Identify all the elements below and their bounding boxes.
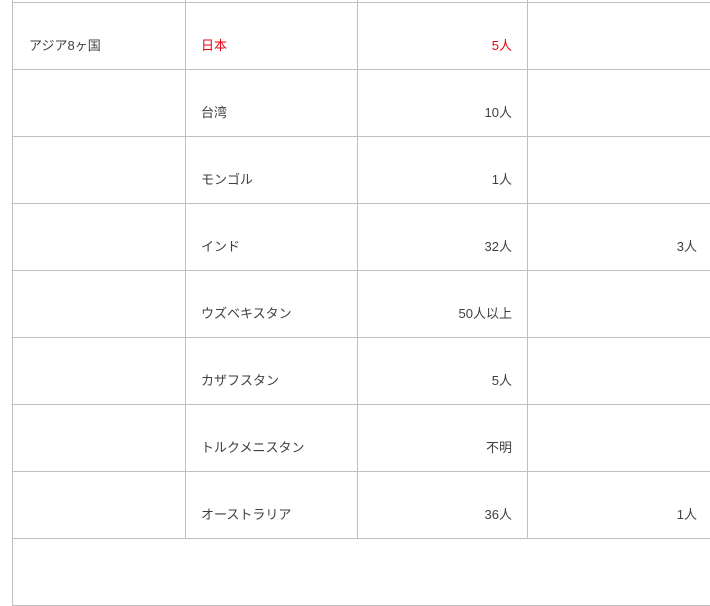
country-text: トルクメニスタン — [201, 439, 305, 455]
country-cell: インド — [186, 204, 358, 270]
count-text: 不明 — [485, 439, 512, 455]
country-text: 台湾 — [201, 104, 228, 120]
count-text: 1人 — [491, 171, 512, 187]
count-cell: 50人以上 — [358, 271, 528, 337]
count-text: 10人 — [484, 104, 512, 120]
country-text: オーストラリア — [201, 506, 292, 522]
table-row: オーストラリア 36人 1人 — [13, 472, 710, 539]
group-cell — [13, 0, 186, 2]
note-cell — [528, 70, 710, 136]
table-row: アジア8ヶ国 日本 5人 — [13, 3, 710, 70]
country-cell: モンゴル — [186, 137, 358, 203]
group-cell — [13, 70, 186, 136]
group-cell — [13, 405, 186, 471]
count-text: 36人 — [484, 506, 512, 522]
note-cell — [528, 137, 710, 203]
count-text: 32人 — [484, 238, 512, 254]
table-row: インド 32人 3人 — [13, 204, 710, 271]
country-text: インド — [201, 238, 241, 254]
partial-row-bottom — [13, 539, 710, 606]
count-cell — [358, 0, 528, 2]
table-row: 台湾 10人 — [13, 70, 710, 137]
table-row: カザフスタン 5人 — [13, 338, 710, 405]
group-cell — [13, 472, 186, 538]
count-text: 5人 — [491, 372, 512, 388]
count-text: 5人 — [491, 37, 512, 53]
country-cell: カザフスタン — [186, 338, 358, 404]
country-cell — [186, 0, 358, 2]
group-cell — [13, 338, 186, 404]
note-cell: 1人 — [528, 472, 710, 538]
country-cell: トルクメニスタン — [186, 405, 358, 471]
country-cell: オーストラリア — [186, 472, 358, 538]
table-row: ウズベキスタン 50人以上 — [13, 271, 710, 338]
country-text: モンゴル — [201, 171, 254, 187]
count-cell: 5人 — [358, 3, 528, 69]
note-cell — [528, 271, 710, 337]
table-body: アジア8ヶ国 日本 5人 台湾 10人 モンゴル 1人 インド 32人 3人 ウズベキスタン 50人以… — [13, 3, 710, 539]
country-cell: 日本 — [186, 3, 358, 69]
note-cell — [528, 405, 710, 471]
table-row: モンゴル 1人 — [13, 137, 710, 204]
group-cell — [13, 204, 186, 270]
country-cell: 台湾 — [186, 70, 358, 136]
group-cell: アジア8ヶ国 — [13, 3, 186, 69]
spanning-cell — [13, 539, 710, 605]
group-text: アジア8ヶ国 — [29, 37, 101, 53]
country-text: カザフスタン — [201, 372, 280, 388]
note-cell — [528, 0, 710, 2]
count-text: 50人以上 — [458, 305, 512, 321]
group-cell — [13, 137, 186, 203]
table-row: トルクメニスタン 不明 — [13, 405, 710, 472]
count-cell: 不明 — [358, 405, 528, 471]
country-text: ウズベキスタン — [201, 305, 292, 321]
count-cell: 10人 — [358, 70, 528, 136]
count-cell: 36人 — [358, 472, 528, 538]
group-cell — [13, 271, 186, 337]
note-text: 1人 — [676, 506, 697, 522]
country-text: 日本 — [201, 37, 228, 53]
partial-row-top — [13, 0, 710, 3]
count-cell: 32人 — [358, 204, 528, 270]
country-cell: ウズベキスタン — [186, 271, 358, 337]
note-text: 3人 — [676, 238, 697, 254]
note-cell — [528, 3, 710, 69]
count-cell: 1人 — [358, 137, 528, 203]
note-cell — [528, 338, 710, 404]
count-cell: 5人 — [358, 338, 528, 404]
asia-countries-table: アジア8ヶ国 日本 5人 台湾 10人 モンゴル 1人 インド 32人 3人 ウズベキスタン 50人以… — [12, 0, 710, 606]
note-cell: 3人 — [528, 204, 710, 270]
